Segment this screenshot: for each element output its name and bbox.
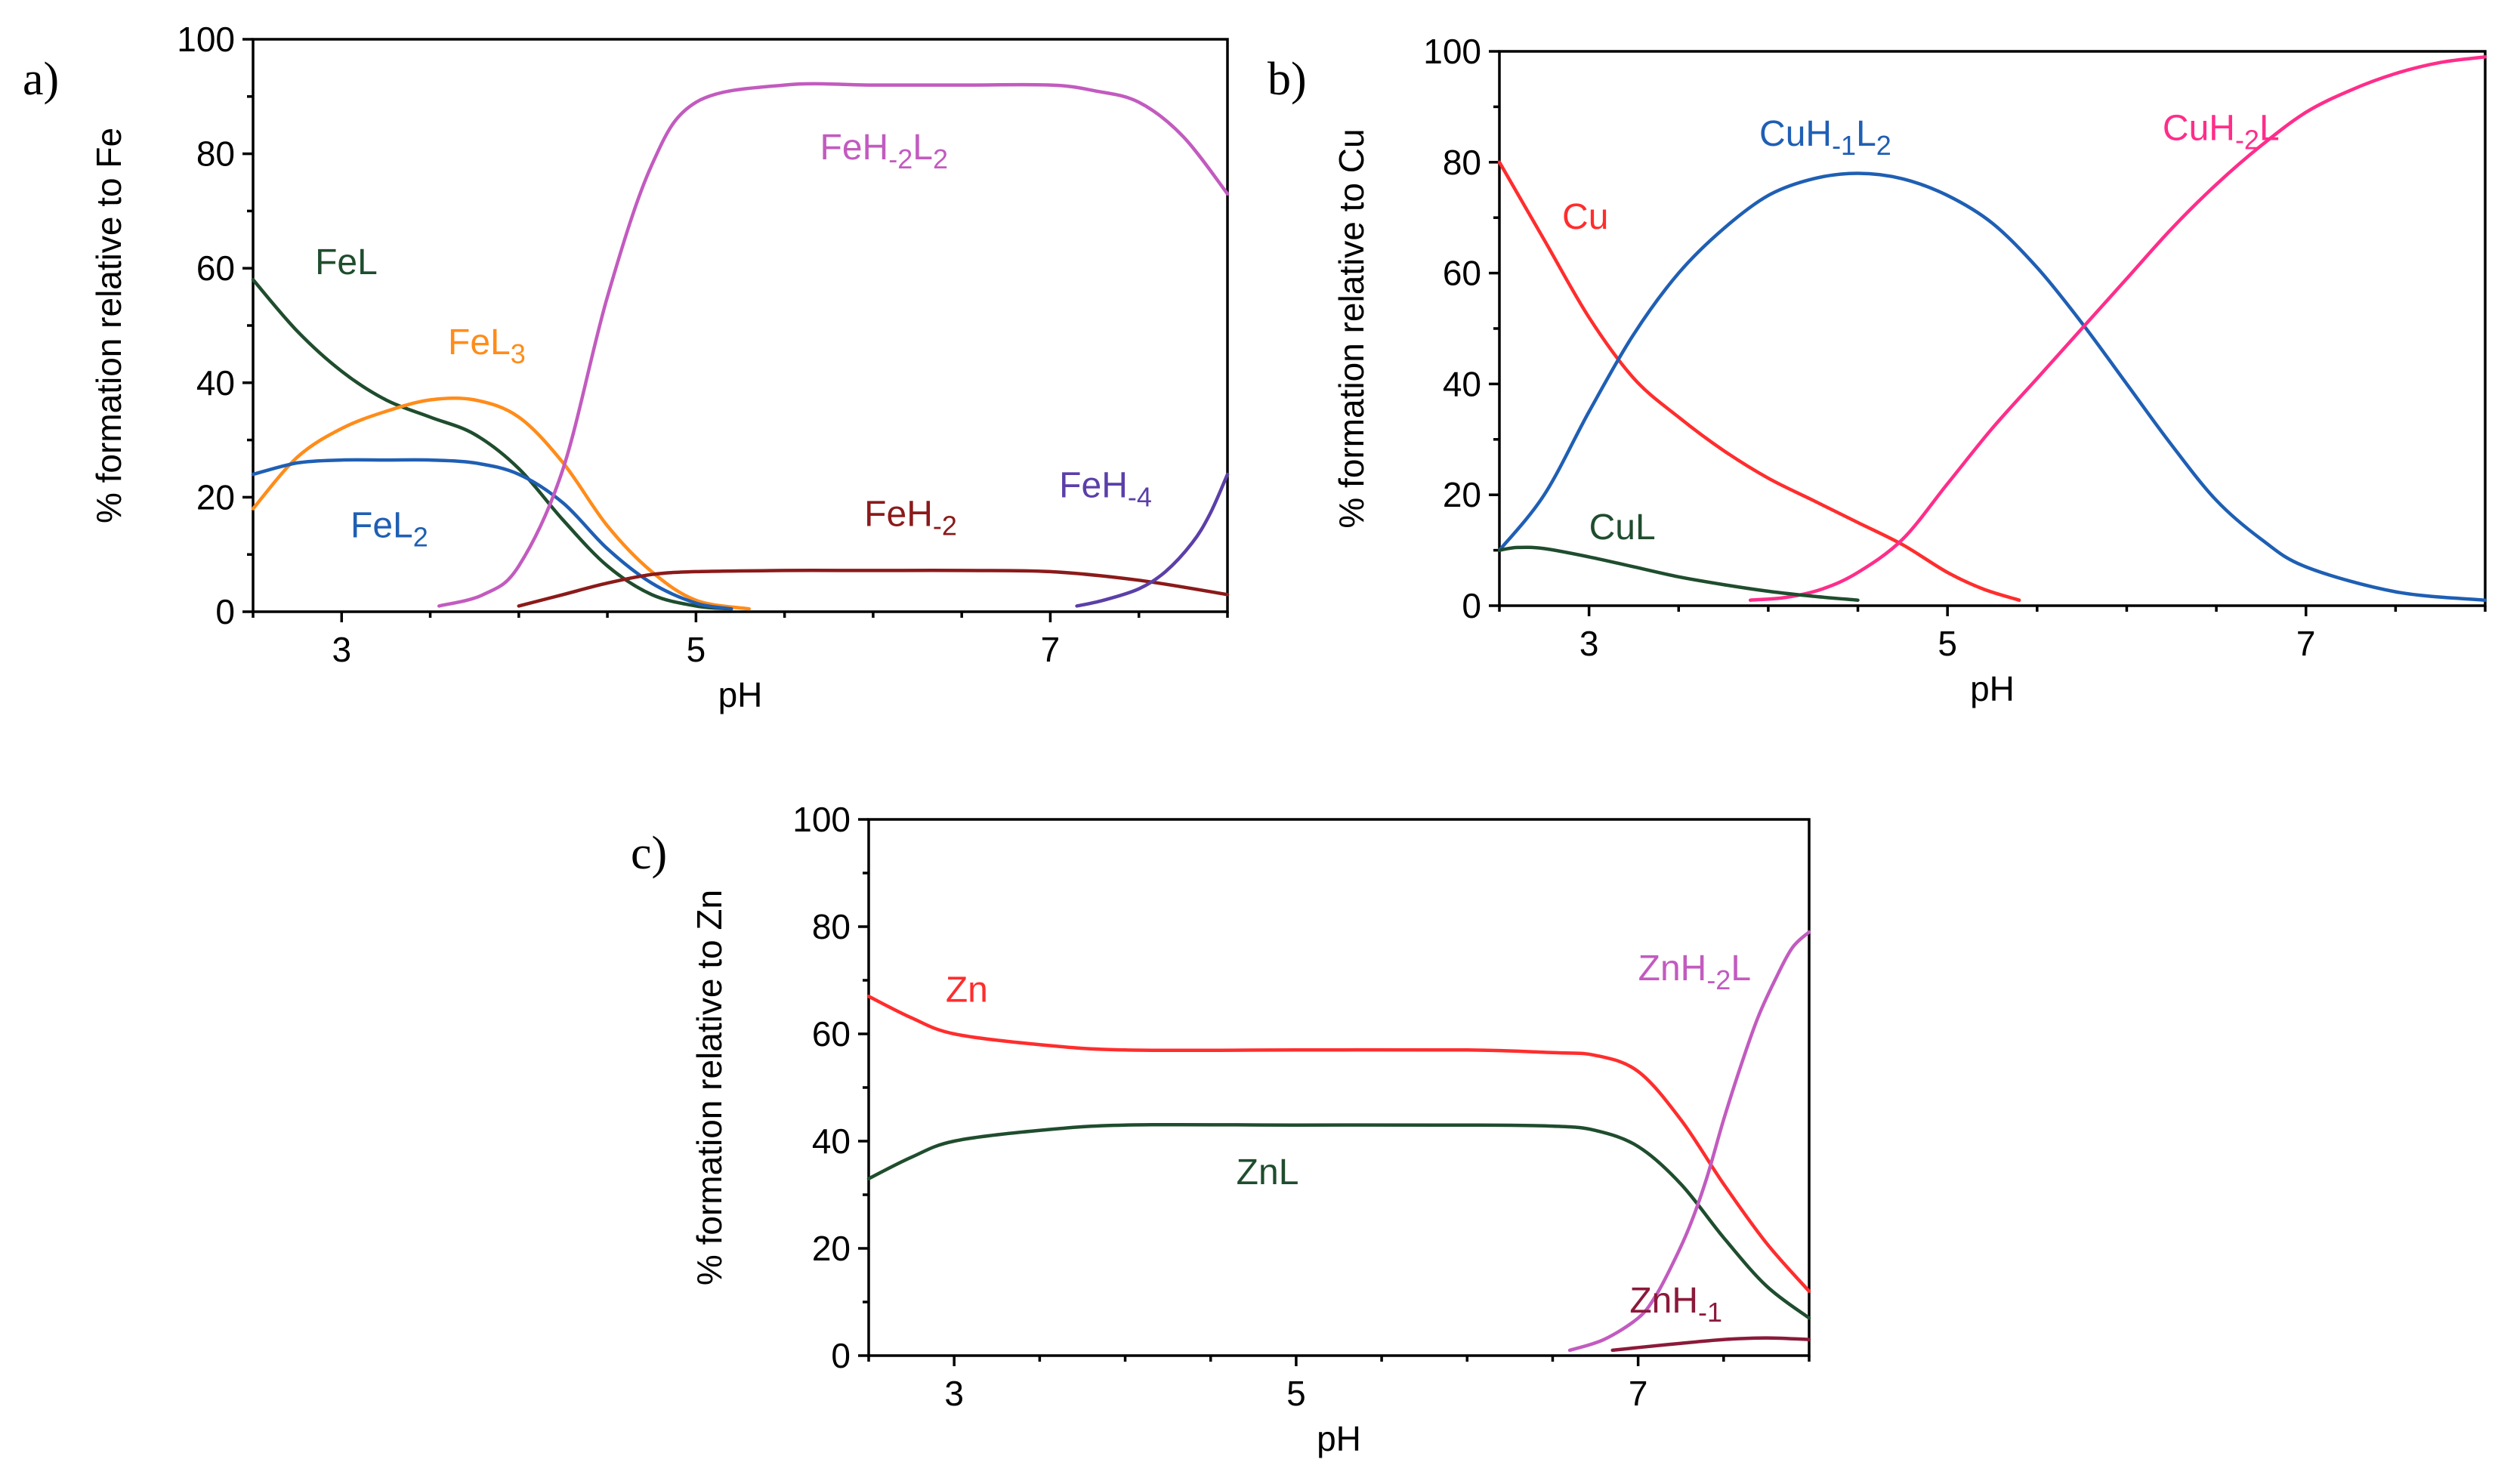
x-tick-label: 7 [2296, 624, 2316, 663]
series-label-part: L [2259, 108, 2280, 148]
series-line-znh-2l [1567, 930, 1811, 1353]
series-line-fel2 [251, 458, 733, 611]
series-line-znh-1 [1610, 1336, 1811, 1353]
series-label-part: Cu [1562, 197, 1608, 237]
series-label-part: FeH [1059, 465, 1128, 505]
series-label-zn: Zn [946, 970, 988, 1010]
y-axis-title: % formation relative to Zn [690, 890, 729, 1285]
series-label-part: 2 [933, 143, 948, 174]
series-label-part: FeL [350, 505, 413, 545]
y-tick-label: 20 [812, 1229, 851, 1268]
x-tick-label: 5 [1286, 1374, 1306, 1413]
y-tick-label: 20 [196, 477, 235, 517]
x-tick-label: 5 [687, 630, 706, 669]
series-label-cuh-2l: CuH-2L [2163, 108, 2280, 155]
panel-label: a) [23, 54, 59, 105]
x-axis-title: pH [1970, 669, 2015, 708]
x-axis-title: pH [1317, 1419, 1361, 1458]
x-tick-label: 3 [1579, 624, 1599, 663]
series-label-part: CuH [1759, 114, 1832, 154]
series-line-cuh-1l2 [1497, 171, 2487, 602]
series-label-part: FeL [448, 322, 511, 363]
y-tick-label: 60 [1443, 254, 1481, 293]
series-label-part: -4 [1128, 481, 1152, 512]
y-tick-label: 80 [1443, 143, 1481, 182]
series-label-part: FeH [820, 128, 889, 168]
series-label-part: ZnL [1237, 1152, 1299, 1192]
y-tick-label: 60 [812, 1014, 851, 1054]
series-label-fel3: FeL3 [448, 322, 526, 369]
series-line-feh-2l2 [437, 82, 1230, 608]
series-label-znh-1: ZnH-1 [1629, 1281, 1722, 1328]
series-label-part: -1 [1832, 130, 1856, 161]
y-tick-label: 0 [1462, 586, 1481, 625]
series-label-znh-2l: ZnH-2L [1638, 949, 1751, 995]
y-tick-label: 60 [196, 248, 235, 288]
y-axis-title: % formation relative to Cu [1332, 128, 1371, 528]
series-label-part: -1 [1698, 1297, 1722, 1328]
series-line-fel [251, 278, 733, 611]
series-label-part: -2 [2235, 124, 2259, 155]
panel-b: 0 20 40 60 80 100 3 5 7 pH % formation relative to… [1268, 32, 2487, 708]
series-line-cuh-2l [1748, 55, 2487, 602]
series-label-znl: ZnL [1237, 1152, 1299, 1192]
series-label-part: FeH [864, 494, 933, 534]
series-label-cu: Cu [1562, 197, 1608, 237]
y-tick-label: 100 [792, 800, 851, 839]
series-label-fel2: FeL2 [350, 505, 428, 552]
panel-c: 0 20 40 60 80 100 3 5 7 pH % formation relative to… [631, 800, 1811, 1458]
series-line-zn [866, 995, 1811, 1294]
panel-a: 0 20 40 60 80 100 3 5 7 pH % formation relative to… [23, 20, 1230, 714]
y-tick-label: 100 [1423, 32, 1481, 71]
panel-label: b) [1268, 54, 1307, 105]
series-label-part: L [1731, 949, 1751, 989]
series-label-part: -2 [888, 143, 912, 174]
series-line-feh-2 [517, 569, 1230, 608]
series-label-part: CuL [1589, 508, 1656, 548]
panel-label: c) [631, 828, 667, 879]
y-tick-label: 80 [812, 907, 851, 946]
series-label-cuh-1l2: CuH-1L2 [1759, 114, 1891, 161]
y-axis-title: % formation relative to Fe [89, 128, 128, 523]
series-label-feh-2: FeH-2 [864, 494, 957, 541]
series-label-part: ZnH [1629, 1281, 1698, 1321]
series-line-cu [1497, 160, 2021, 602]
y-tick-label: 0 [831, 1336, 851, 1375]
series-label-part: ZnH [1638, 949, 1707, 989]
series-label-cul: CuL [1589, 508, 1656, 548]
x-axis-title: pH [718, 675, 763, 714]
x-tick-label: 7 [1041, 630, 1061, 669]
series-label-feh-2l2: FeH-2L2 [820, 128, 948, 174]
x-tick-label: 3 [332, 630, 351, 669]
y-tick-label: 40 [1443, 364, 1481, 403]
y-tick-label: 40 [196, 363, 235, 403]
series-label-feh-4: FeH-4 [1059, 465, 1152, 512]
y-tick-label: 40 [812, 1121, 851, 1161]
series-line-znl [866, 1122, 1811, 1320]
y-tick-label: 20 [1443, 475, 1481, 514]
series-label-part: CuH [2163, 108, 2235, 148]
x-tick-label: 7 [1629, 1374, 1648, 1413]
series-label-part: 2 [1876, 130, 1891, 161]
series-label-part: -2 [933, 510, 957, 541]
series-label-part: -2 [1706, 964, 1731, 995]
y-tick-label: 80 [196, 134, 235, 174]
series-line-cul [1497, 545, 1860, 602]
x-tick-label: 3 [944, 1374, 964, 1413]
x-tick-label: 5 [1938, 624, 1957, 663]
series-label-part: L [1856, 114, 1876, 154]
series-line-feh-4 [1075, 472, 1230, 608]
y-tick-label: 100 [177, 20, 235, 59]
series-label-part: 2 [413, 521, 428, 552]
series-label-part: 3 [511, 338, 526, 369]
series-label-part: L [912, 128, 933, 168]
series-label-part: FeL [315, 242, 378, 282]
series-label-fel: FeL [315, 242, 378, 282]
series-label-part: Zn [946, 970, 988, 1010]
series-line-fel3 [251, 396, 751, 611]
y-tick-label: 0 [215, 592, 235, 631]
